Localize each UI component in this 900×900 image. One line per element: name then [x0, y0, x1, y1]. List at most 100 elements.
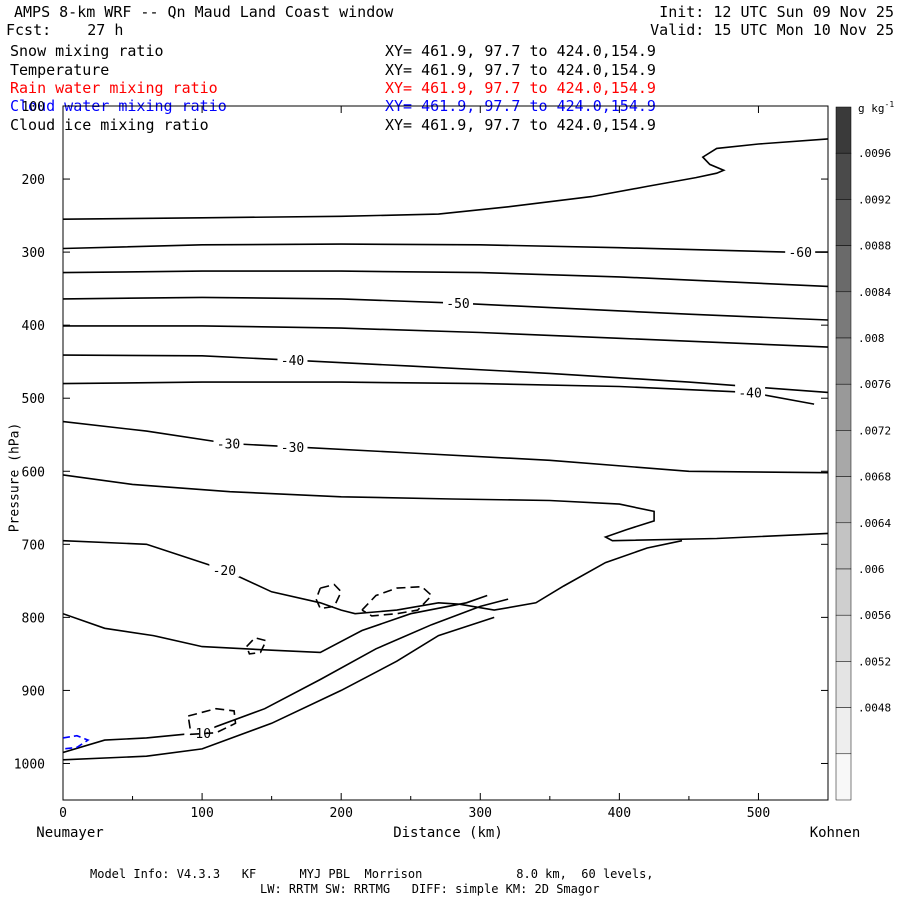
contour-label-bg — [209, 561, 240, 577]
colorbar-swatch — [835, 476, 852, 524]
colorbar-swatch — [835, 568, 852, 616]
init-time: Init: 12 UTC Sun 09 Nov 25 — [659, 3, 894, 21]
colorbar-tick-label: .0072 — [858, 424, 891, 437]
variable-xy: XY= 461.9, 97.7 to 424.0,154.9 — [385, 116, 656, 134]
x-tick-label: 400 — [608, 806, 631, 821]
y-axis-label: Pressure (hPa) — [7, 422, 23, 533]
y-tick-label: 1000 — [14, 757, 45, 772]
x-left-station: Neumayer — [36, 825, 103, 841]
temperature-contour — [63, 270, 828, 288]
colorbar-unit: g kg-1 — [858, 100, 894, 115]
contour-label-bg — [443, 295, 474, 311]
chart-title: AMPS 8-km WRF -- Qn Maud Land Coast wind… — [14, 3, 394, 21]
colorbar-unit-exponent: -1 — [885, 100, 895, 109]
variable-xy: XY= 461.9, 97.7 to 424.0,154.9 — [385, 42, 656, 60]
contour-label: -30 — [217, 438, 240, 453]
colorbar-swatch — [835, 337, 852, 385]
x-right-station: Kohnen — [810, 825, 861, 841]
contour-label: -30 — [281, 441, 304, 456]
y-tick-label: 100 — [22, 100, 45, 115]
y-tick-label: 500 — [22, 392, 45, 407]
x-axis-label: Distance (km) — [393, 825, 503, 841]
model-info: Model Info: V4.3.3 KF MYJ PBL Morrison 8… — [90, 867, 654, 881]
temperature-contour — [63, 539, 683, 615]
colorbar-swatch — [835, 430, 852, 477]
snow-contour — [315, 583, 343, 610]
colorbar-tick-label: .0068 — [858, 471, 891, 484]
variable-xy: XY= 461.9, 97.7 to 424.0,154.9 — [385, 79, 656, 97]
forecast-hour: Fcst: 27 h — [6, 22, 123, 39]
x-tick-label: 200 — [329, 806, 352, 821]
colorbar-swatch — [835, 614, 852, 662]
temperature-contour — [63, 420, 828, 474]
x-tick-label: 100 — [190, 806, 213, 821]
y-tick-label: 700 — [22, 538, 45, 553]
temperature-contour — [63, 138, 828, 220]
contour-label-bg — [785, 244, 816, 260]
colorbar-swatch — [835, 291, 852, 339]
contour-label: -60 — [788, 246, 811, 261]
variable-name: Rain water mixing ratio — [10, 79, 218, 97]
colorbar-swatch — [835, 106, 852, 154]
colorbar-unit-base: g kg — [858, 102, 885, 115]
colorbar-tick-label: .008 — [858, 332, 885, 345]
fcst-value: 27 h — [87, 21, 124, 39]
temperature-contour — [63, 381, 815, 405]
temperature-contour — [63, 616, 495, 761]
temperature-contour — [63, 243, 828, 253]
snow-contour — [245, 636, 268, 655]
colorbar-tick-label: .0048 — [858, 702, 891, 715]
y-tick-label: 300 — [22, 246, 45, 261]
contour-label: -50 — [446, 297, 469, 312]
y-tick-label: 200 — [22, 173, 45, 188]
variable-name: Snow mixing ratio — [10, 42, 164, 60]
cloud-water-contour — [63, 734, 90, 750]
contour-label-bg — [184, 724, 215, 740]
plot-frame — [62, 105, 829, 801]
colorbar-tick-label: .0076 — [858, 378, 891, 391]
temperature-contour — [63, 594, 488, 654]
colorbar-tick-label: .0084 — [858, 286, 891, 299]
colorbar-swatch — [835, 245, 852, 293]
physics-info: LW: RRTM SW: RRTMG DIFF: simple KM: 2D S… — [260, 882, 600, 896]
colorbar-swatch — [835, 383, 852, 431]
colorbar-swatch — [835, 522, 852, 570]
colorbar-swatch — [835, 199, 852, 246]
colorbar-swatch — [835, 152, 852, 200]
temperature-contour — [63, 354, 828, 394]
y-tick-label: 800 — [22, 611, 45, 626]
x-tick-label: 300 — [469, 806, 492, 821]
contour-label-bg — [277, 352, 308, 368]
y-tick-label: 400 — [22, 319, 45, 334]
contour-label: -40 — [281, 354, 304, 369]
contour-label-bg — [277, 439, 308, 455]
colorbar-tick-label: .0064 — [858, 517, 891, 530]
colorbar-tick-label: .0052 — [858, 655, 891, 668]
colorbar-tick-label: .0092 — [858, 193, 891, 206]
colorbar-swatch — [835, 661, 852, 708]
y-tick-label: 900 — [22, 684, 45, 699]
snow-contour — [187, 707, 237, 736]
contour-label-bg — [735, 384, 766, 400]
contour-label: -10 — [188, 727, 211, 742]
fcst-label: Fcst: — [6, 21, 52, 39]
colorbar-tick-label: .0088 — [858, 240, 891, 253]
valid-time: Valid: 15 UTC Mon 10 Nov 25 — [650, 21, 894, 39]
temperature-contour — [63, 474, 828, 542]
x-tick-label: 500 — [747, 806, 770, 821]
y-tick-label: 600 — [22, 465, 45, 480]
temperature-contour — [63, 598, 509, 754]
variable-name: Temperature — [10, 61, 110, 79]
colorbar-swatch — [835, 753, 852, 801]
variable-name: Cloud ice mixing ratio — [10, 116, 209, 134]
colorbar-tick-label: .006 — [858, 563, 885, 576]
contour-label-bg — [213, 435, 244, 451]
variable-xy: XY= 461.9, 97.7 to 424.0,154.9 — [385, 61, 656, 79]
contour-label: -40 — [738, 386, 761, 401]
x-tick-label: 0 — [59, 806, 67, 821]
colorbar-tick-label: .0096 — [858, 147, 891, 160]
colorbar-swatch — [835, 707, 852, 755]
contour-label: -20 — [213, 564, 236, 579]
colorbar-tick-label: .0056 — [858, 609, 891, 622]
